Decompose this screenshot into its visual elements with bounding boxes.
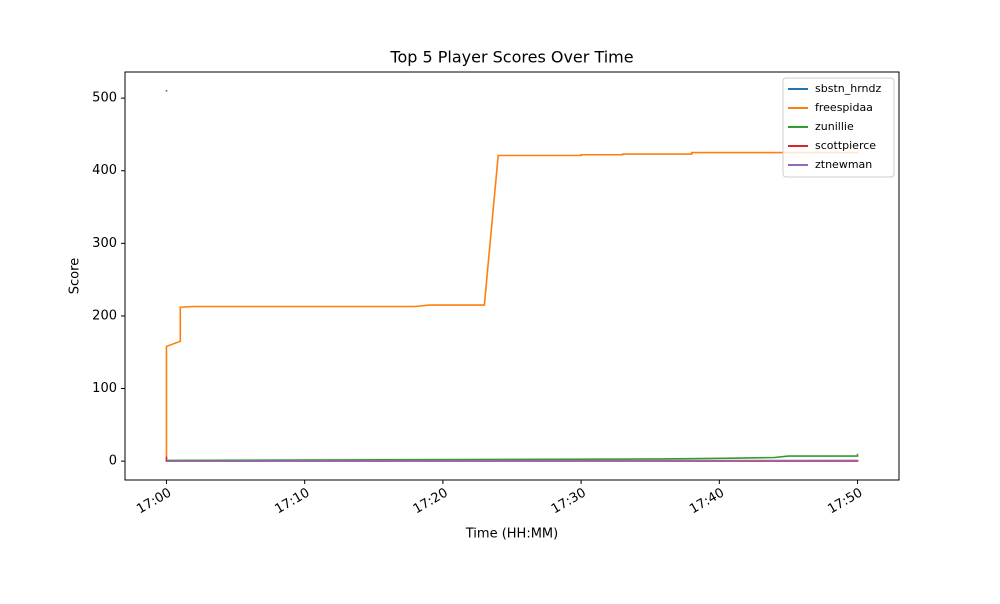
chart-title: Top 5 Player Scores Over Time xyxy=(389,48,633,67)
x-axis-label: Time (HH:MM) xyxy=(465,527,558,542)
series-line xyxy=(165,459,859,462)
x-tick-label: 17:30 xyxy=(549,486,589,518)
series-line xyxy=(165,151,859,459)
x-tick-label: 17:40 xyxy=(687,486,727,518)
x-tick-label: 17:50 xyxy=(825,486,865,518)
x-tick-label: 17:00 xyxy=(134,486,174,518)
y-tick-label: 400 xyxy=(92,163,117,178)
plot-frame xyxy=(124,71,900,481)
x-tick-label: 17:10 xyxy=(272,486,312,518)
y-tick-label: 500 xyxy=(92,91,117,106)
legend-label: scottpierce xyxy=(815,139,876,152)
y-tick-label: 200 xyxy=(92,308,117,323)
legend: sbstn_hrndz freespidaa zunillie scottpierce… xyxy=(782,77,895,178)
legend-box xyxy=(782,77,895,178)
legend-label: zunillie xyxy=(815,120,854,133)
legend-label: freespidaa xyxy=(815,101,873,114)
series-line xyxy=(165,453,859,462)
x-tick-label: 17:20 xyxy=(411,486,451,518)
y-tick-label: 100 xyxy=(92,381,117,396)
y-tick-label: 0 xyxy=(109,454,117,469)
y-axis-label: Score xyxy=(68,258,83,294)
y-tick-label: 300 xyxy=(92,236,117,251)
legend-label: sbstn_hrndz xyxy=(815,82,881,95)
legend-label: ztnewman xyxy=(815,158,872,171)
